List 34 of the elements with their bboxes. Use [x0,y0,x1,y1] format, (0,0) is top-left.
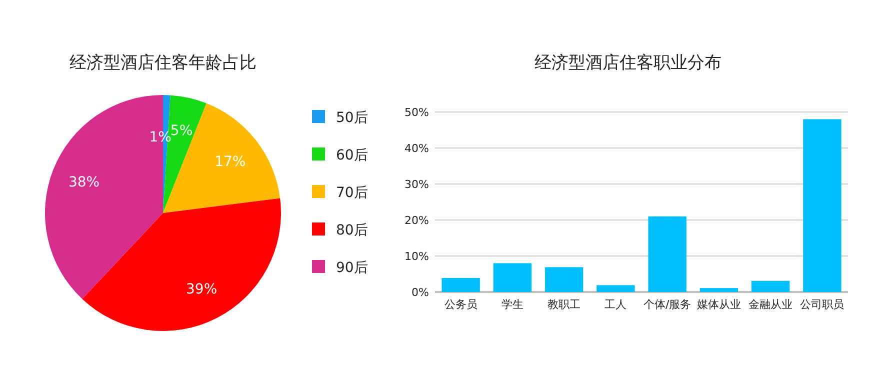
data-label: 5% [170,123,193,140]
x-tick-label: 教职工 [548,298,581,311]
x-tick-label: 学生 [501,298,524,311]
bar [544,267,584,292]
x-tick-label: 公司职员 [800,298,844,311]
bar [442,278,480,292]
bar [803,119,842,292]
bar [493,263,532,292]
x-tick-label: 公务员 [444,298,478,311]
y-tick-label: 50% [404,106,429,119]
bar [596,285,635,292]
y-tick-label: 0% [412,286,429,299]
y-tick-label: 20% [404,214,429,227]
legend-label: 60后 [336,148,368,164]
y-tick-label: 10% [404,250,429,263]
bar [648,216,686,292]
legend-label: 70后 [336,185,368,201]
legend-label: 80后 [336,222,368,238]
data-label: 17% [214,154,246,170]
legend-label: 50后 [336,110,368,126]
chart-title: 经济型酒店住客职业分布 [534,53,722,73]
data-label: 38% [68,174,100,191]
bar [751,280,790,292]
bar [700,288,738,292]
data-label: 39% [186,282,218,298]
chart-title: 经济型酒店住客年龄占比 [70,53,256,73]
x-tick-label: 个体/服务 [643,298,692,311]
pie-slice [82,198,281,331]
y-tick-label: 30% [404,178,429,191]
y-tick-label: 40% [404,142,429,155]
x-tick-label: 金融从业 [748,298,793,311]
x-tick-label: 工人 [604,298,627,311]
legend-label: 90后 [336,260,368,276]
x-tick-label: 媒体从业 [696,298,741,311]
